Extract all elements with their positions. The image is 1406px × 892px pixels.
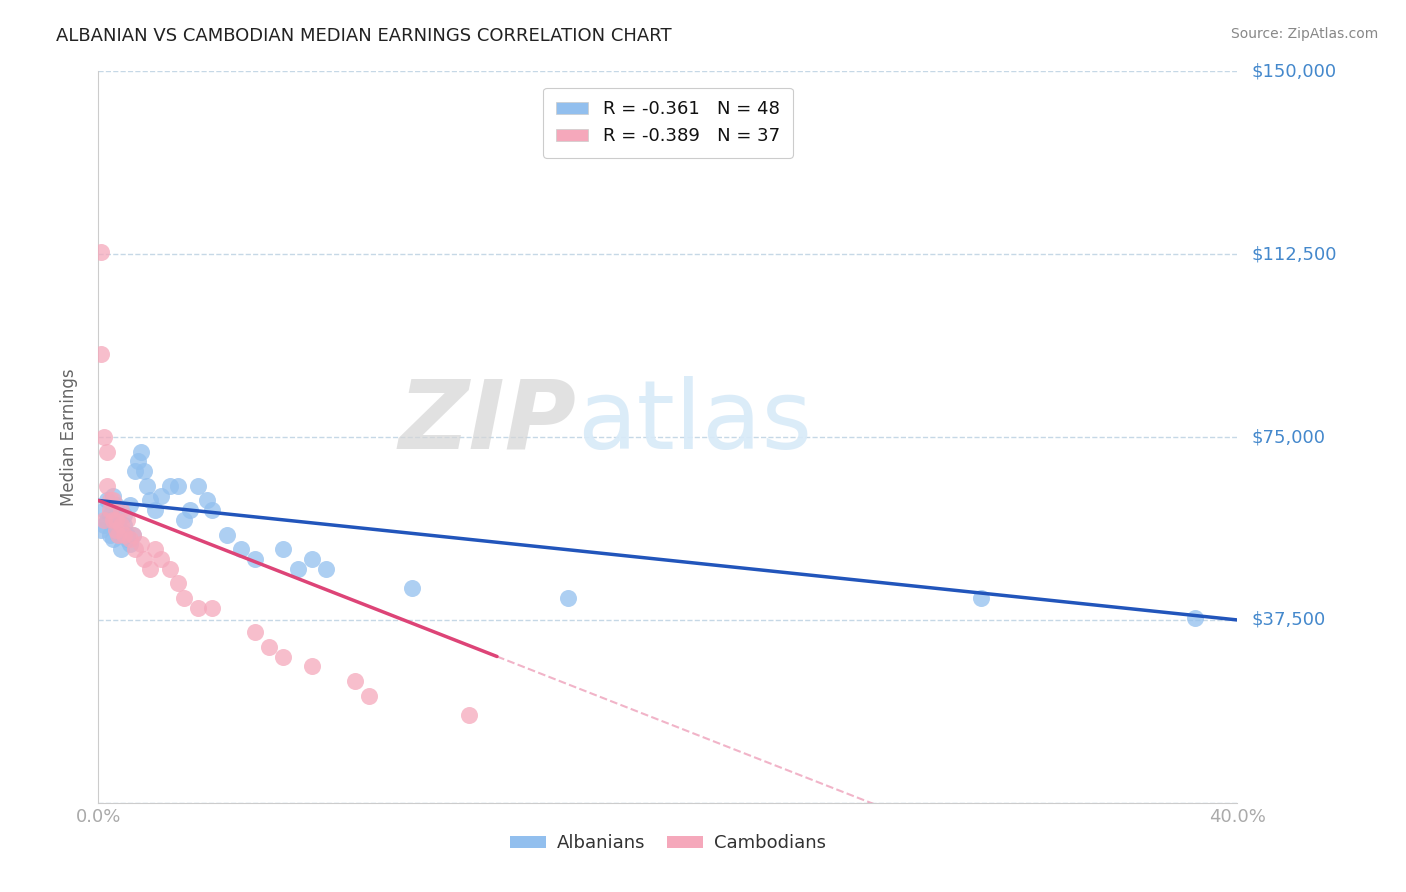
Point (138, 562, 160, 576)
Point (159, 479, 181, 493)
Point (457, 708, 479, 723)
Point (124, 542, 146, 557)
Point (124, 464, 146, 478)
Point (195, 493, 218, 508)
Point (112, 508, 135, 522)
Point (287, 562, 309, 576)
Point (90, 244, 112, 259)
Text: ZIP: ZIP (399, 376, 576, 469)
Text: Source: ZipAtlas.com: Source: ZipAtlas.com (1230, 27, 1378, 41)
Point (104, 523, 127, 537)
Point (115, 533, 138, 547)
Point (107, 527, 129, 541)
Point (98, 508, 121, 522)
Point (129, 537, 152, 551)
Point (557, 591, 579, 605)
Point (107, 527, 129, 541)
Point (98, 493, 121, 508)
Point (121, 527, 143, 541)
Point (118, 533, 141, 547)
Point (98, 527, 121, 541)
Point (96, 479, 118, 493)
Point (150, 552, 173, 566)
Text: $150,000: $150,000 (1251, 62, 1336, 80)
Point (127, 454, 149, 468)
Point (259, 640, 281, 654)
Point (301, 552, 323, 566)
Point (93, 503, 115, 517)
Text: atlas: atlas (576, 376, 811, 469)
Point (243, 552, 266, 566)
Point (115, 527, 138, 541)
Point (138, 493, 160, 508)
Point (301, 659, 323, 673)
Text: $37,500: $37,500 (1251, 611, 1326, 629)
Point (179, 503, 201, 517)
Point (145, 542, 167, 557)
Point (93, 513, 115, 527)
Point (187, 600, 209, 615)
Point (101, 513, 124, 527)
Legend: Albanians, Cambodians: Albanians, Cambodians (502, 827, 834, 860)
Point (343, 673, 366, 688)
Point (110, 542, 132, 557)
Point (201, 600, 224, 615)
Text: ALBANIAN VS CAMBODIAN MEDIAN EARNINGS CORRELATION CHART: ALBANIAN VS CAMBODIAN MEDIAN EARNINGS CO… (56, 27, 672, 45)
Point (104, 513, 127, 527)
Point (215, 527, 238, 541)
Point (110, 503, 132, 517)
Point (150, 489, 173, 503)
Point (970, 591, 993, 605)
Point (173, 513, 195, 527)
Point (90, 347, 112, 361)
Point (187, 479, 209, 493)
Point (110, 523, 132, 537)
Point (167, 576, 190, 591)
Point (90, 523, 112, 537)
Point (104, 517, 127, 532)
Point (401, 581, 423, 595)
Point (121, 527, 143, 541)
Point (1184, 610, 1206, 624)
Point (101, 489, 124, 503)
Point (145, 503, 167, 517)
Point (112, 527, 135, 541)
Text: $75,000: $75,000 (1251, 428, 1326, 446)
Point (93, 517, 115, 532)
Point (118, 537, 141, 551)
Point (315, 562, 337, 576)
Point (173, 591, 195, 605)
Point (96, 444, 118, 458)
Y-axis label: Median Earnings: Median Earnings (59, 368, 77, 506)
Point (104, 499, 127, 513)
Point (101, 493, 124, 508)
Point (229, 542, 252, 557)
Point (159, 562, 181, 576)
Point (273, 542, 295, 557)
Point (101, 533, 124, 547)
Point (96, 493, 118, 508)
Point (110, 517, 132, 532)
Point (167, 479, 190, 493)
Point (96, 513, 118, 527)
Point (357, 689, 380, 703)
Point (135, 479, 157, 493)
Point (112, 517, 135, 532)
Point (243, 625, 266, 640)
Point (98, 503, 121, 517)
Point (107, 513, 129, 527)
Point (201, 503, 224, 517)
Text: $112,500: $112,500 (1251, 245, 1337, 263)
Point (129, 444, 152, 458)
Point (118, 499, 141, 513)
Point (93, 430, 115, 444)
Point (115, 513, 138, 527)
Point (132, 464, 155, 478)
Point (273, 649, 295, 664)
Point (132, 552, 155, 566)
